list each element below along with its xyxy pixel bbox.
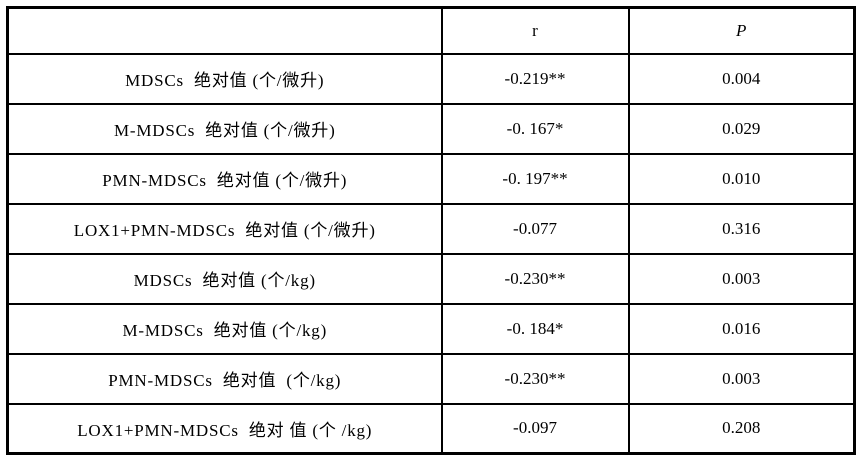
table-row: M-MDSCs 绝对值 (个/微升) -0. 167* 0.029: [6, 102, 856, 155]
p-value: 0.003: [627, 252, 856, 305]
header-r: r: [440, 6, 630, 55]
row-label: PMN-MDSCs 绝对值 (个/微升): [6, 152, 443, 205]
r-value: -0.230**: [440, 252, 630, 305]
row-label: M-MDSCs 绝对值 (个/kg): [6, 302, 443, 355]
p-value: 0.004: [627, 52, 856, 105]
p-value: 0.010: [627, 152, 856, 205]
r-value: -0.230**: [440, 352, 630, 405]
table-body: MDSCs 绝对值 (个/微升) -0.219** 0.004 M-MDSCs …: [6, 52, 856, 455]
header-p: P: [627, 6, 856, 55]
row-label: PMN-MDSCs 绝对值 (个/kg): [6, 352, 443, 405]
p-value: 0.029: [627, 102, 856, 155]
row-label: M-MDSCs 绝对值 (个/微升): [6, 102, 443, 155]
row-label: MDSCs 绝对值 (个/微升): [6, 52, 443, 105]
row-label: LOX1+PMN-MDSCs 绝对 值 (个 /kg): [6, 402, 443, 455]
table-row: PMN-MDSCs 绝对值 (个/kg) -0.230** 0.003: [6, 352, 856, 405]
table-row: PMN-MDSCs 绝对值 (个/微升) -0. 197** 0.010: [6, 152, 856, 205]
p-value: 0.316: [627, 202, 856, 255]
table-row: LOX1+PMN-MDSCs 绝对 值 (个 /kg) -0.097 0.208: [6, 402, 856, 455]
p-value: 0.003: [627, 352, 856, 405]
table-row: MDSCs 绝对值 (个/kg) -0.230** 0.003: [6, 252, 856, 305]
r-value: -0. 184*: [440, 302, 630, 355]
table-row: MDSCs 绝对值 (个/微升) -0.219** 0.004: [6, 52, 856, 105]
r-value: -0.219**: [440, 52, 630, 105]
header-row: r P: [6, 6, 856, 55]
correlation-table: r P MDSCs 绝对值 (个/微升) -0.219** 0.004 M-MD…: [6, 6, 856, 455]
r-value: -0. 197**: [440, 152, 630, 205]
table-row: M-MDSCs 绝对值 (个/kg) -0. 184* 0.016: [6, 302, 856, 355]
r-value: -0.077: [440, 202, 630, 255]
row-label: MDSCs 绝对值 (个/kg): [6, 252, 443, 305]
p-value: 0.016: [627, 302, 856, 355]
p-value: 0.208: [627, 402, 856, 455]
row-label: LOX1+PMN-MDSCs 绝对值 (个/微升): [6, 202, 443, 255]
r-value: -0. 167*: [440, 102, 630, 155]
table-row: LOX1+PMN-MDSCs 绝对值 (个/微升) -0.077 0.316: [6, 202, 856, 255]
table-header-row: r P: [6, 6, 856, 55]
r-value: -0.097: [440, 402, 630, 455]
header-variable: [6, 6, 443, 55]
